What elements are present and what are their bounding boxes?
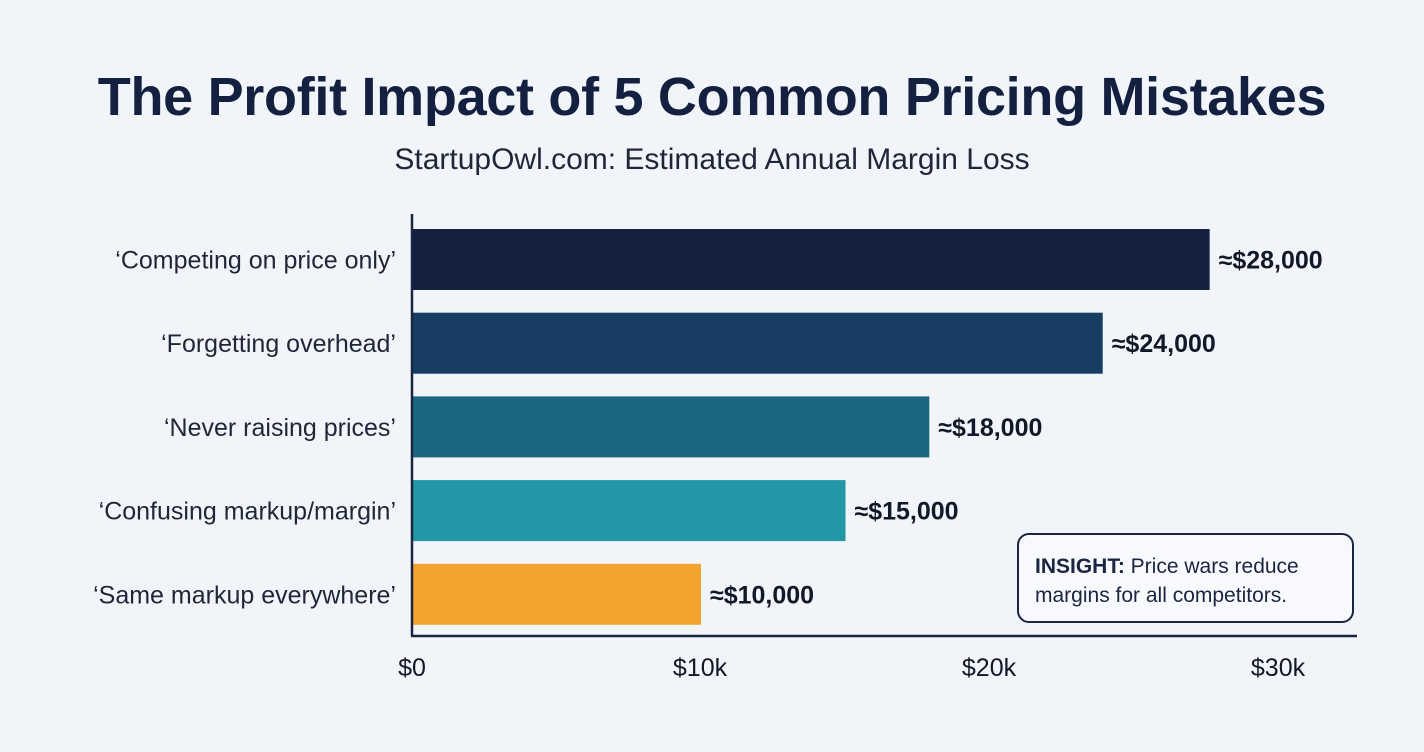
category-label: ‘Same markup everywhere’: [93, 581, 396, 609]
category-label: ‘Competing on price only’: [115, 247, 396, 275]
category-label: ‘Confusing markup/margin’: [99, 498, 396, 526]
category-label: ‘Never raising prices’: [164, 414, 396, 442]
x-tick-label: $0: [398, 654, 426, 682]
data-label: ≈$28,000: [1219, 247, 1323, 275]
bar: [412, 312, 1103, 374]
data-label: ≈$10,000: [710, 581, 814, 609]
data-label: ≈$15,000: [855, 498, 959, 526]
insight-box: INSIGHT: Price wars reduce margins for a…: [1017, 533, 1354, 623]
bar: [412, 480, 846, 542]
insight-text: Price wars reduce margins for all compet…: [1035, 555, 1299, 607]
x-tick-label: $20k: [962, 654, 1017, 682]
x-tick-label: $10k: [673, 654, 728, 682]
data-label: ≈$24,000: [1112, 330, 1216, 358]
bar: [412, 396, 930, 458]
bar: [412, 229, 1210, 290]
chart-subtitle: StartupOwl.com: Estimated Annual Margin …: [394, 143, 1030, 176]
insight-label: INSIGHT:: [1035, 555, 1125, 578]
bar: [412, 563, 701, 625]
chart-title: The Profit Impact of 5 Common Pricing Mi…: [97, 67, 1327, 127]
category-label: ‘Forgetting overhead’: [161, 330, 396, 358]
x-tick-label: $30k: [1251, 654, 1306, 682]
data-label: ≈$18,000: [938, 414, 1042, 442]
